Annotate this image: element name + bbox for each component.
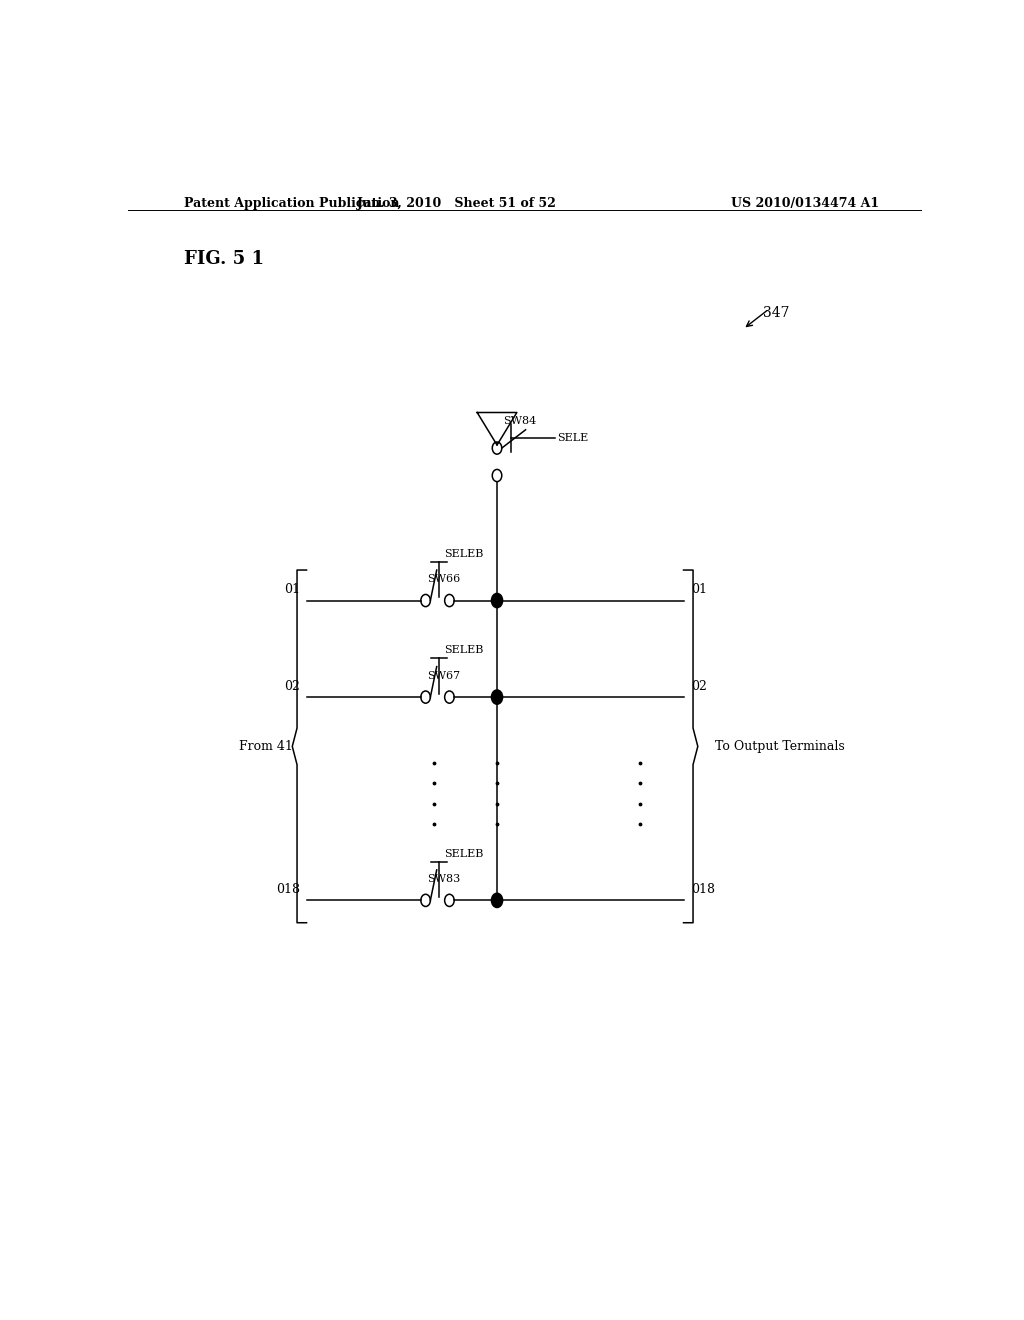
Text: 02: 02 [285,680,300,693]
Text: 01: 01 [691,583,708,597]
Text: 018: 018 [691,883,716,896]
Text: SW84: SW84 [504,416,537,426]
Text: 347: 347 [763,306,790,319]
Text: SW83: SW83 [427,874,461,884]
Text: FIG. 5 1: FIG. 5 1 [183,249,263,268]
Text: US 2010/0134474 A1: US 2010/0134474 A1 [731,197,880,210]
Text: SELEB: SELEB [443,549,483,558]
Text: SW66: SW66 [427,574,461,585]
Circle shape [492,894,503,907]
Text: SELE: SELE [557,433,589,444]
Circle shape [492,690,503,704]
Text: SW67: SW67 [427,671,461,681]
Text: To Output Terminals: To Output Terminals [715,741,845,752]
Text: Jun. 3, 2010   Sheet 51 of 52: Jun. 3, 2010 Sheet 51 of 52 [357,197,557,210]
Text: SELEB: SELEB [443,849,483,859]
Text: 02: 02 [691,680,708,693]
Text: 018: 018 [276,883,300,896]
Text: SELEB: SELEB [443,645,483,656]
Circle shape [492,594,503,607]
Text: Patent Application Publication: Patent Application Publication [183,197,399,210]
Text: 01: 01 [285,583,300,597]
Text: From 41: From 41 [240,741,293,752]
